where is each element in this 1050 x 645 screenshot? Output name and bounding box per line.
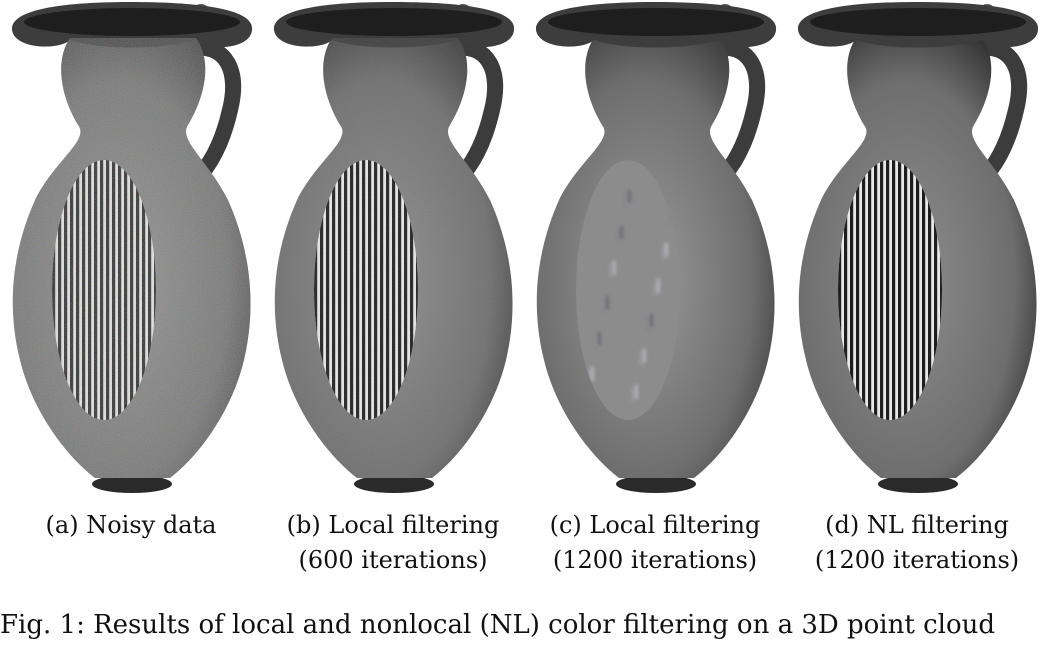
stripe — [850, 160, 854, 420]
stripe-fragment — [597, 332, 601, 346]
figure-caption: Fig. 1: Results of local and nonlocal (N… — [0, 610, 995, 640]
pitcher-foot — [92, 475, 172, 493]
pitcher-opening — [24, 8, 240, 36]
stripe-fragment — [612, 261, 616, 275]
stripe-fragment — [656, 279, 660, 293]
panel-nl-filtering-1200 — [786, 0, 1048, 500]
subcaption-c: (c) Local filtering (1200 iterations) — [524, 508, 786, 578]
stripe-fragment — [590, 367, 594, 381]
stripe-fragment — [634, 385, 638, 399]
subcaption-d-label: (d) NL filtering — [825, 511, 1009, 539]
subcaption-c-label: (c) Local filtering — [549, 511, 761, 539]
stripe — [898, 160, 902, 420]
stripe — [868, 160, 872, 420]
pitcher-foot — [616, 475, 696, 493]
stripe-pattern — [838, 160, 942, 420]
noise-overlay — [274, 38, 513, 478]
subcaption-b: (b) Local filtering (600 iterations) — [262, 508, 524, 578]
stripe — [934, 160, 938, 420]
pitcher-opening — [548, 8, 764, 36]
pitcher-opening — [810, 8, 1026, 36]
stripe — [904, 160, 908, 420]
stripe — [886, 160, 890, 420]
stripe-fragment — [605, 296, 609, 310]
stripe-fragment — [649, 314, 653, 328]
stripe — [862, 160, 866, 420]
stripe — [874, 160, 878, 420]
pitcher-foot — [878, 475, 958, 493]
pitcher-foot — [354, 475, 434, 493]
subcaption-d-sublabel: (1200 iterations) — [814, 546, 1020, 574]
stripe — [928, 160, 932, 420]
subcaption-a: (a) Noisy data — [0, 508, 262, 543]
pitcher-image-noisy — [11, 2, 253, 493]
stripe — [922, 160, 926, 420]
stripe — [880, 160, 884, 420]
stripe — [844, 160, 848, 420]
stripe — [892, 160, 896, 420]
subcaption-c-sublabel: (1200 iterations) — [552, 546, 758, 574]
stripe-fragment — [664, 243, 668, 257]
stripe-fragment — [627, 190, 631, 204]
panel-noisy-data — [0, 0, 262, 500]
noise-overlay — [12, 38, 251, 478]
stripe — [856, 160, 860, 420]
stripe-fragment — [642, 349, 646, 363]
panel-local-filtering-600 — [262, 0, 524, 500]
pitcher-image-local-1200 — [535, 2, 777, 493]
stripe-fragment — [619, 226, 623, 240]
pitcher-image-local-600 — [273, 2, 515, 493]
stripe — [940, 160, 942, 420]
subcaption-a-label: (a) Noisy data — [45, 511, 217, 539]
stripe — [838, 160, 842, 420]
panel-local-filtering-1200 — [524, 0, 786, 500]
pitcher-opening — [286, 8, 502, 36]
stripe — [910, 160, 914, 420]
pitcher-image-nl-1200 — [797, 2, 1039, 493]
subcaption-b-label: (b) Local filtering — [286, 511, 500, 539]
subcaption-b-sublabel: (600 iterations) — [298, 546, 488, 574]
stripe — [916, 160, 920, 420]
subcaption-d: (d) NL filtering (1200 iterations) — [786, 508, 1048, 578]
